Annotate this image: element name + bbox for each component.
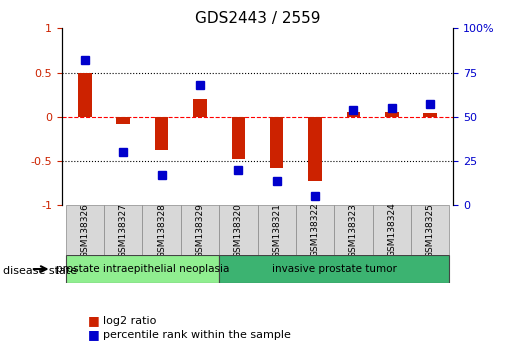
FancyBboxPatch shape bbox=[104, 205, 142, 255]
FancyBboxPatch shape bbox=[411, 205, 450, 255]
Bar bbox=[155, 117, 168, 150]
Text: invasive prostate tumor: invasive prostate tumor bbox=[272, 264, 397, 274]
Bar bbox=[385, 113, 399, 117]
Text: ■: ■ bbox=[88, 328, 99, 341]
Bar bbox=[308, 117, 322, 181]
Text: GSM138323: GSM138323 bbox=[349, 202, 358, 258]
Bar bbox=[347, 113, 360, 117]
Text: log2 ratio: log2 ratio bbox=[103, 316, 157, 326]
Text: GSM138324: GSM138324 bbox=[387, 203, 397, 257]
FancyBboxPatch shape bbox=[65, 255, 219, 283]
FancyBboxPatch shape bbox=[334, 205, 373, 255]
Text: GSM138326: GSM138326 bbox=[80, 202, 89, 258]
Text: GSM138321: GSM138321 bbox=[272, 202, 281, 258]
FancyBboxPatch shape bbox=[296, 205, 334, 255]
Text: prostate intraepithelial neoplasia: prostate intraepithelial neoplasia bbox=[56, 264, 229, 274]
Bar bbox=[193, 99, 207, 117]
Text: GSM138327: GSM138327 bbox=[118, 202, 128, 258]
FancyBboxPatch shape bbox=[219, 205, 258, 255]
Text: percentile rank within the sample: percentile rank within the sample bbox=[103, 330, 291, 340]
Text: GSM138325: GSM138325 bbox=[426, 202, 435, 258]
Text: GSM138320: GSM138320 bbox=[234, 202, 243, 258]
FancyBboxPatch shape bbox=[258, 205, 296, 255]
Bar bbox=[116, 117, 130, 124]
Bar bbox=[232, 117, 245, 159]
FancyBboxPatch shape bbox=[65, 205, 104, 255]
Title: GDS2443 / 2559: GDS2443 / 2559 bbox=[195, 11, 320, 26]
Text: ■: ■ bbox=[88, 314, 99, 327]
FancyBboxPatch shape bbox=[142, 205, 181, 255]
Text: GSM138329: GSM138329 bbox=[195, 202, 204, 258]
Bar bbox=[78, 73, 92, 117]
Bar bbox=[423, 113, 437, 117]
Bar bbox=[270, 117, 283, 168]
FancyBboxPatch shape bbox=[181, 205, 219, 255]
Text: disease state: disease state bbox=[3, 266, 77, 276]
Text: GSM138322: GSM138322 bbox=[311, 203, 320, 257]
FancyBboxPatch shape bbox=[373, 205, 411, 255]
Text: GSM138328: GSM138328 bbox=[157, 202, 166, 258]
FancyBboxPatch shape bbox=[219, 255, 450, 283]
